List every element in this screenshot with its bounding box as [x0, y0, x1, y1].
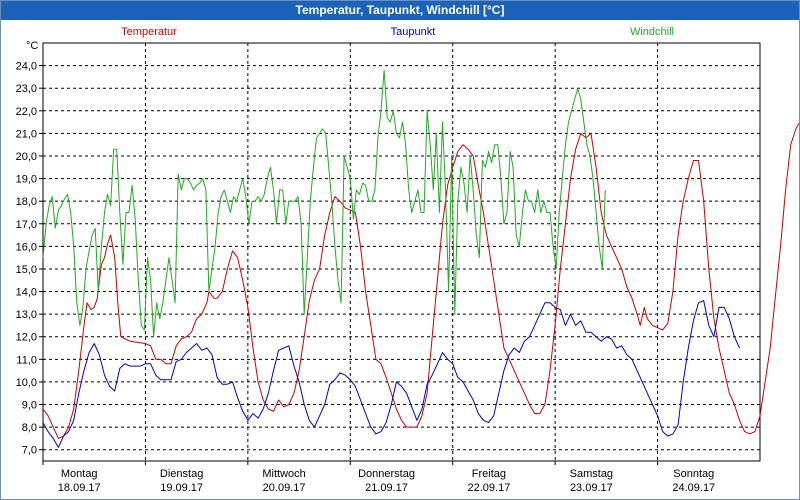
y-tick-label: 10,0 — [16, 377, 37, 389]
x-date-label: 23.09.17 — [570, 482, 613, 494]
x-day-label: Freitag — [472, 468, 506, 480]
y-tick-label: 15,0 — [16, 264, 37, 276]
legend-taupunkt: Taupunkt — [391, 26, 436, 38]
series-line-windchill — [42, 69, 606, 338]
x-day-label: Donnerstag — [358, 468, 415, 480]
x-day-label: Montag — [61, 468, 98, 480]
x-day-label: Sonntag — [673, 468, 714, 480]
y-tick-label: 22,0 — [16, 106, 37, 118]
y-tick-label: 12,0 — [16, 332, 37, 344]
x-day-label: Dienstag — [160, 468, 203, 480]
y-tick-label: 24,0 — [16, 61, 37, 73]
line-chart: 7,0 8,0 9,0 10,0 11,0 12,0 13,0 14,0 15,0 16,0 17,… — [16, 26, 799, 494]
x-date-label: 19.09.17 — [160, 482, 203, 494]
y-tick-label: 7,0 — [22, 445, 37, 457]
y-tick-label: 18,0 — [16, 196, 37, 208]
y-tick-label: 19,0 — [16, 174, 37, 186]
y-tick-label: 20,0 — [16, 151, 37, 163]
x-day-label: Mittwoch — [262, 468, 305, 480]
window-title: Temperatur, Taupunkt, Windchill [°C] — [1, 1, 799, 20]
series-line-temperatur — [42, 122, 799, 439]
y-tick-label: 8,0 — [22, 422, 37, 434]
y-axis-unit: °C — [26, 40, 38, 52]
legend-windchill: Windchill — [630, 26, 674, 38]
x-day-label: Samstag — [570, 468, 613, 480]
y-tick-label: 16,0 — [16, 241, 37, 253]
plot-area — [42, 42, 761, 462]
y-tick-label: 13,0 — [16, 309, 37, 321]
x-date-label: 18.09.17 — [58, 482, 101, 494]
y-tick-label: 21,0 — [16, 128, 37, 140]
legend-temperatur: Temperatur — [121, 26, 177, 38]
x-date-label: 21.09.17 — [365, 482, 408, 494]
y-tick-label: 23,0 — [16, 83, 37, 95]
y-tick-label: 9,0 — [22, 400, 37, 412]
x-date-label: 24.09.17 — [672, 482, 715, 494]
y-tick-label: 14,0 — [16, 287, 37, 299]
y-tick-label: 11,0 — [16, 354, 37, 366]
series-line-taupunkt — [42, 300, 740, 448]
x-date-label: 20.09.17 — [263, 482, 306, 494]
y-tick-label: 17,0 — [16, 219, 37, 231]
x-date-label: 22.09.17 — [468, 482, 511, 494]
